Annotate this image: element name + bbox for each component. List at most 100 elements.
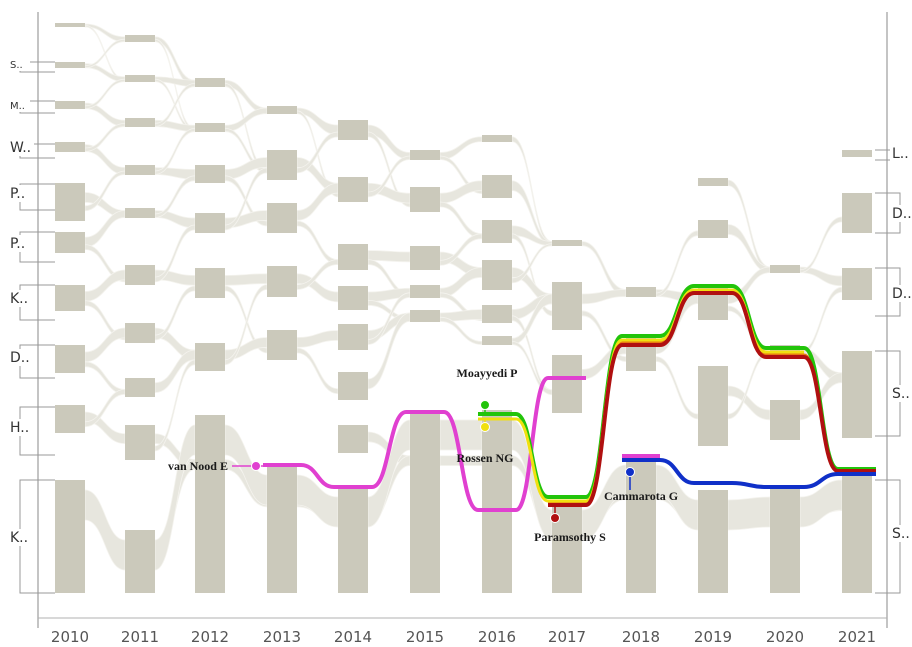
cluster-block xyxy=(125,265,155,285)
flow-ribbon xyxy=(84,38,126,69)
cluster-block xyxy=(482,220,512,243)
right-cluster-label: D.. xyxy=(892,286,912,302)
cluster-block xyxy=(770,265,800,273)
flow-ribbon-bundle xyxy=(84,489,126,571)
left-cluster-label-bg xyxy=(8,59,30,71)
author-label: Paramsothy S xyxy=(534,530,606,544)
cluster-block xyxy=(125,530,155,593)
right-cluster-label: S.. xyxy=(892,386,910,402)
flow-ribbon xyxy=(367,250,411,263)
left-cluster-label: D.. xyxy=(10,350,30,366)
cluster-block xyxy=(195,78,225,87)
cluster-block xyxy=(338,487,368,593)
cluster-block xyxy=(55,405,85,433)
flow-ribbon xyxy=(84,361,126,395)
left-cluster-label: H.. xyxy=(10,420,29,436)
cluster-block xyxy=(698,178,728,186)
cluster-block xyxy=(55,183,85,221)
cluster-block xyxy=(698,366,728,446)
flow-ribbon xyxy=(84,388,126,428)
flow-ribbon xyxy=(154,349,196,393)
cluster-block xyxy=(195,123,225,132)
year-tick-label: 2018 xyxy=(622,628,660,646)
flow-ribbon xyxy=(296,182,339,221)
cluster-block xyxy=(125,378,155,397)
flow-ribbon xyxy=(511,315,553,396)
cluster-block xyxy=(125,323,155,343)
author-label: Moayyedi P xyxy=(457,366,518,380)
author-label: Rossen NG xyxy=(456,451,513,465)
cluster-block xyxy=(552,355,582,413)
left-cluster-label-bg xyxy=(8,419,34,436)
cluster-block xyxy=(842,150,872,157)
cluster-block xyxy=(338,324,368,350)
cluster-block xyxy=(842,268,872,300)
cluster-block xyxy=(338,286,368,310)
flow-ribbon xyxy=(84,269,126,302)
year-tick-label: 2021 xyxy=(838,628,876,646)
cluster-block xyxy=(482,260,512,290)
right-cluster-label-bg xyxy=(890,525,912,542)
cluster-block xyxy=(267,203,297,233)
block-layer xyxy=(55,23,872,593)
cluster-block xyxy=(267,330,297,360)
flow-ribbon xyxy=(84,122,126,152)
cluster-block xyxy=(267,106,297,114)
cluster-block xyxy=(410,246,440,270)
cluster-block xyxy=(410,187,440,212)
cluster-block xyxy=(55,285,85,311)
left-cluster-label-bg xyxy=(8,349,34,366)
right-cluster-label-bg xyxy=(890,385,912,402)
left-cluster-label-bg xyxy=(8,185,34,202)
cluster-block xyxy=(482,135,512,142)
year-tick-label: 2020 xyxy=(766,628,804,646)
cluster-block xyxy=(55,480,85,593)
cluster-block xyxy=(195,415,225,593)
cluster-block xyxy=(482,410,512,593)
left-cluster-label-bg xyxy=(8,235,34,252)
cluster-block xyxy=(195,213,225,233)
cluster-block xyxy=(770,487,800,593)
cluster-block xyxy=(482,336,512,345)
author-label: Cammarota G xyxy=(604,489,678,503)
flow-ribbon xyxy=(581,241,627,297)
year-label-layer: 2010 2011 2012 2013 2014 2015 2016 2017 2018 2019… xyxy=(51,628,876,646)
author-marker xyxy=(625,467,635,477)
right-cluster-label-bg xyxy=(890,145,912,162)
cluster-block xyxy=(338,177,368,202)
cluster-block xyxy=(698,490,728,593)
cluster-block xyxy=(125,165,155,175)
flow-ribbon xyxy=(296,220,339,265)
left-cluster-label: W.. xyxy=(10,140,31,156)
flow-ribbon xyxy=(799,286,843,355)
left-cluster-label-bg xyxy=(8,529,34,546)
cluster-block xyxy=(55,23,85,27)
cluster-block xyxy=(482,305,512,323)
flow-ribbon-bundle xyxy=(727,496,771,531)
right-cluster-label-layer: L.. D.. D.. S.. S.. xyxy=(875,145,912,594)
cluster-block xyxy=(55,232,85,253)
left-cluster-label: P.. xyxy=(10,236,25,252)
flow-ribbon xyxy=(296,131,339,174)
author-line xyxy=(622,458,876,489)
flow-ribbon xyxy=(224,273,268,286)
cluster-block xyxy=(125,75,155,82)
cluster-block xyxy=(338,244,368,270)
cluster-block xyxy=(626,455,656,593)
year-tick-label: 2017 xyxy=(548,628,586,646)
cluster-block xyxy=(125,425,155,460)
cluster-block xyxy=(552,240,582,246)
author-label: van Nood E xyxy=(168,459,228,473)
cluster-block xyxy=(55,62,85,68)
cluster-block xyxy=(125,208,155,218)
cluster-block xyxy=(842,193,872,233)
flow-ribbon xyxy=(727,224,771,274)
cluster-block xyxy=(55,345,85,373)
cluster-block xyxy=(552,282,582,330)
annotation-layer: van Nood E Moayyedi P Rossen NG Paramsothy … xyxy=(168,366,678,544)
flow-ribbon xyxy=(727,350,771,420)
year-tick-label: 2010 xyxy=(51,628,89,646)
flow-ribbon xyxy=(439,267,483,298)
